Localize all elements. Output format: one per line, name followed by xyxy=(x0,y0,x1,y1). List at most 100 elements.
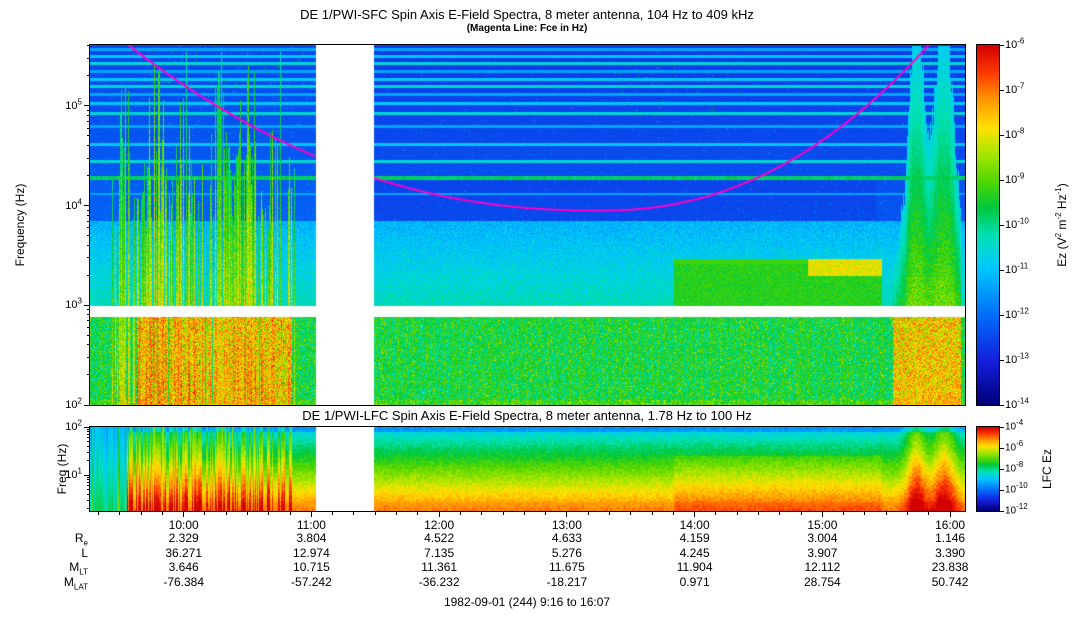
lfc-colorbar-tick-label: 10-4 xyxy=(1005,418,1024,433)
sfc-y-minor-tick xyxy=(87,344,90,346)
time-minor-tick xyxy=(757,512,759,515)
lfc-y-minor-tick xyxy=(87,445,90,447)
sfc-colorbar-tick xyxy=(1000,359,1004,361)
time-tick-label: 11:00 xyxy=(296,518,326,532)
lfc-colorbar-tick-label: 10-12 xyxy=(1005,502,1028,517)
time-minor-tick xyxy=(204,512,206,515)
time-minor-tick xyxy=(481,512,483,515)
sfc-y-minor-tick xyxy=(87,227,90,229)
lfc-y-tick-label: 101 xyxy=(65,466,82,481)
lfc-y-minor-tick xyxy=(87,476,90,478)
time-minor-tick xyxy=(502,512,504,515)
lfc-colorbar-tick xyxy=(1000,447,1004,449)
sfc-colorbar xyxy=(976,44,1000,406)
ephemeris-value: 5.276 xyxy=(551,546,582,560)
time-major-tick xyxy=(566,512,568,517)
lfc-y-minor-tick xyxy=(87,451,90,453)
ephemeris-value: 3.907 xyxy=(807,546,838,560)
time-minor-tick xyxy=(672,512,674,515)
sfc-y-tick-label: 104 xyxy=(65,196,82,212)
lfc-spectrogram-panel xyxy=(89,426,966,512)
time-minor-tick xyxy=(864,512,866,515)
sfc-colorbar-tick xyxy=(1000,89,1004,91)
time-major-tick xyxy=(694,512,696,517)
sfc-y-minor-tick xyxy=(87,320,90,322)
lfc-y-minor-tick xyxy=(87,428,90,430)
time-minor-tick xyxy=(332,512,334,515)
lfc-colorbar-tick-label: 10-10 xyxy=(1005,481,1028,496)
sfc-colorbar-tick xyxy=(1000,224,1004,226)
lfc-y-minor-tick xyxy=(87,499,90,501)
sfc-y-minor-tick xyxy=(87,120,90,122)
sfc-y-minor-tick xyxy=(87,127,90,129)
sfc-y-minor-tick xyxy=(87,314,90,316)
lfc-y-minor-tick xyxy=(87,440,90,442)
sfc-y-minor-tick xyxy=(87,209,90,211)
sfc-y-minor-tick xyxy=(87,235,90,237)
sfc-y-tick-label: 103 xyxy=(65,296,82,312)
sfc-y-minor-tick xyxy=(87,57,90,59)
time-major-tick xyxy=(949,512,951,517)
sfc-y-minor-tick xyxy=(87,135,90,137)
lfc-y-minor-tick xyxy=(87,481,90,483)
lfc-colorbar-tick xyxy=(1000,468,1004,470)
sfc-colorbar-tick-label: 10-13 xyxy=(1005,351,1029,366)
sfc-colorbar-tick-label: 10-6 xyxy=(1005,36,1025,51)
time-minor-tick xyxy=(928,512,930,515)
sfc-colorbar-tick-label: 10-12 xyxy=(1005,306,1029,321)
time-minor-tick xyxy=(396,512,398,515)
sfc-spectrogram-canvas xyxy=(90,45,965,405)
sfc-colorbar-tick xyxy=(1000,314,1004,316)
lfc-y-minor-tick xyxy=(87,493,90,495)
sfc-subtitle: (Magenta Line: Fce in Hz) xyxy=(466,23,588,34)
time-minor-tick xyxy=(587,512,589,515)
sfc-y-tick-label: 102 xyxy=(65,396,82,411)
time-minor-tick xyxy=(140,512,142,515)
time-minor-tick xyxy=(800,512,802,515)
time-minor-tick xyxy=(715,512,717,515)
ephemeris-value: 23.838 xyxy=(931,560,969,574)
ephemeris-value: 7.135 xyxy=(424,546,455,560)
sfc-y-minor-tick xyxy=(87,45,90,47)
lfc-y-major-tick xyxy=(84,426,90,428)
sfc-colorbar-tick xyxy=(1000,179,1004,181)
time-minor-tick xyxy=(779,512,781,515)
ephemeris-value: 36.271 xyxy=(165,546,203,560)
sfc-colorbar-tick-label: 10-7 xyxy=(1005,81,1025,96)
lfc-y-minor-tick xyxy=(87,485,90,487)
ephemeris-value: 4.633 xyxy=(551,531,582,545)
lfc-y-minor-tick xyxy=(87,508,90,510)
time-minor-tick xyxy=(608,512,610,515)
lfc-colorbar-tick xyxy=(1000,489,1004,491)
ephemeris-value: 4.159 xyxy=(679,531,710,545)
sfc-y-major-tick xyxy=(84,304,90,306)
time-tick-label: 15:00 xyxy=(807,518,838,532)
lfc-y-minor-tick xyxy=(87,437,90,439)
sfc-colorbar-tick xyxy=(1000,269,1004,271)
lfc-colorbar xyxy=(976,426,1000,512)
time-major-tick xyxy=(310,512,312,517)
time-minor-tick xyxy=(523,512,525,515)
lfc-colorbar-tick xyxy=(1000,426,1004,428)
time-minor-tick xyxy=(630,512,632,515)
time-tick-label: 16:00 xyxy=(935,518,966,532)
sfc-y-minor-tick xyxy=(87,220,90,222)
ephemeris-value: 3.390 xyxy=(935,546,966,560)
sfc-colorbar-label: Ez (V2 m-2 Hz-1) xyxy=(1054,183,1069,267)
ephemeris-row-label: Re xyxy=(74,531,88,548)
lfc-colorbar-tick-label: 10-8 xyxy=(1005,460,1024,475)
sfc-colorbar-tick-label: 10-10 xyxy=(1005,216,1029,231)
sfc-y-major-tick xyxy=(84,205,90,207)
lfc-y-minor-tick xyxy=(87,479,90,481)
sfc-title: DE 1/PWI-SFC Spin Axis E-Field Spectra, … xyxy=(300,7,754,22)
sfc-colorbar-tick-label: 10-11 xyxy=(1005,261,1029,276)
sfc-y-minor-tick xyxy=(87,326,90,328)
sfc-y-minor-tick xyxy=(87,175,90,177)
sfc-y-minor-tick xyxy=(87,110,90,112)
time-major-tick xyxy=(438,512,440,517)
time-minor-tick xyxy=(843,512,845,515)
lfc-y-minor-tick xyxy=(87,460,90,462)
time-major-tick xyxy=(821,512,823,517)
sfc-colorbar-tick xyxy=(1000,404,1004,406)
